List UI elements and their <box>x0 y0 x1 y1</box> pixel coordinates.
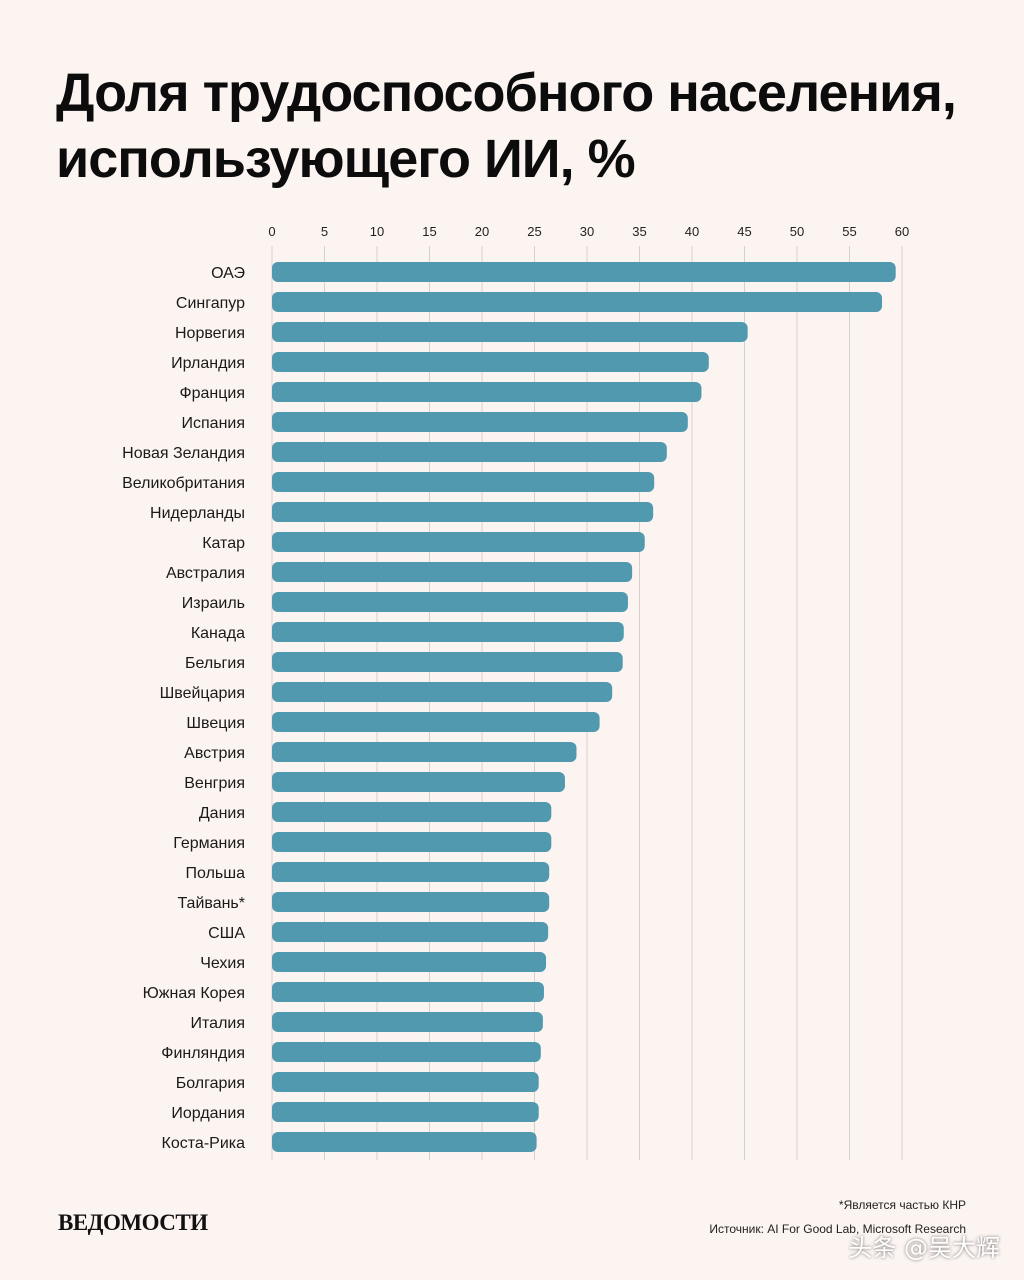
bar <box>272 412 688 432</box>
x-tick-label: 30 <box>580 224 594 239</box>
category-label: Тайвань* <box>177 895 245 912</box>
bar <box>272 1072 539 1092</box>
x-tick-label: 25 <box>527 224 541 239</box>
bar <box>272 292 883 312</box>
bar <box>272 382 702 402</box>
bar <box>272 1102 539 1122</box>
bar <box>272 772 565 792</box>
x-tick-label: 20 <box>475 224 489 239</box>
footnote: *Является частью КНР <box>838 1198 966 1212</box>
category-label: Иордания <box>171 1105 245 1122</box>
category-label: Сингапур <box>176 295 245 312</box>
x-tick-label: 45 <box>737 224 751 239</box>
bar <box>272 472 655 492</box>
category-label: Новая Зеландия <box>122 445 245 462</box>
category-label: Австралия <box>166 565 245 582</box>
watermark: 头条 @吴大辉 <box>848 1234 1000 1262</box>
bar <box>272 1132 537 1152</box>
bar <box>272 442 667 462</box>
bar <box>272 922 549 942</box>
category-label: Норвегия <box>175 325 245 342</box>
category-label: Катар <box>202 535 245 552</box>
bar <box>272 712 600 732</box>
bar <box>272 622 624 642</box>
bar <box>272 652 623 672</box>
bar <box>272 682 613 702</box>
x-tick-label: 10 <box>370 224 384 239</box>
x-tick-label: 35 <box>632 224 646 239</box>
category-label: Чехия <box>200 955 245 972</box>
category-label: Израиль <box>182 595 245 612</box>
x-tick-label: 60 <box>895 224 909 239</box>
category-label: Испания <box>182 415 246 432</box>
x-tick-label: 15 <box>422 224 436 239</box>
bar <box>272 532 645 552</box>
category-label: Южная Корея <box>143 985 245 1002</box>
category-label: Австрия <box>184 745 245 762</box>
category-label: Финляндия <box>161 1045 245 1062</box>
bar <box>272 352 709 372</box>
category-label: Швейцария <box>160 685 245 702</box>
x-tick-label: 40 <box>685 224 699 239</box>
bar <box>272 502 654 522</box>
category-label: Болгария <box>176 1075 245 1092</box>
category-label: Коста-Рика <box>162 1135 246 1152</box>
vedomosti-logo: ВЕДОМОСТИ <box>58 1210 208 1235</box>
category-labels: ОАЭ Сингапур Норвегия Ирландия Франция Испани… <box>122 265 245 1152</box>
category-label: Нидерланды <box>150 505 245 522</box>
category-label: Германия <box>173 835 245 852</box>
bar <box>272 322 748 342</box>
bar <box>272 592 628 612</box>
bars <box>272 262 896 1152</box>
x-tick-label: 50 <box>790 224 804 239</box>
bar <box>272 982 544 1002</box>
bar <box>272 952 547 972</box>
category-label: Венгрия <box>184 775 245 792</box>
x-tick-label: 55 <box>842 224 856 239</box>
category-label: Ирландия <box>171 355 245 372</box>
bar <box>272 832 552 852</box>
category-label: ОАЭ <box>211 265 245 282</box>
category-label: Канада <box>191 625 245 642</box>
category-label: Польша <box>186 865 246 882</box>
bar <box>272 1042 541 1062</box>
category-label: Франция <box>179 385 245 402</box>
category-label: Дания <box>199 805 245 822</box>
category-label: Италия <box>191 1015 245 1032</box>
bar-chart: 0 5 10 15 20 25 30 35 40 45 50 55 60 ОАЭ Сингапур Норв… <box>122 224 909 1160</box>
chart-title: Доля трудоспособного населения, использу… <box>56 63 957 189</box>
bar <box>272 262 896 282</box>
bar <box>272 1012 543 1032</box>
category-label: США <box>208 925 245 942</box>
x-tick-label: 0 <box>268 224 275 239</box>
bar <box>272 562 633 582</box>
bar <box>272 892 550 912</box>
source-note: Источник: AI For Good Lab, Microsoft Res… <box>709 1222 966 1236</box>
x-tick-label: 5 <box>321 224 328 239</box>
category-label: Швеция <box>186 715 245 732</box>
category-label: Великобритания <box>122 475 245 492</box>
bar <box>272 802 552 822</box>
bar <box>272 742 577 762</box>
category-label: Бельгия <box>185 655 245 672</box>
x-axis-ticks: 0 5 10 15 20 25 30 35 40 45 50 55 60 <box>268 224 909 239</box>
bar <box>272 862 550 882</box>
